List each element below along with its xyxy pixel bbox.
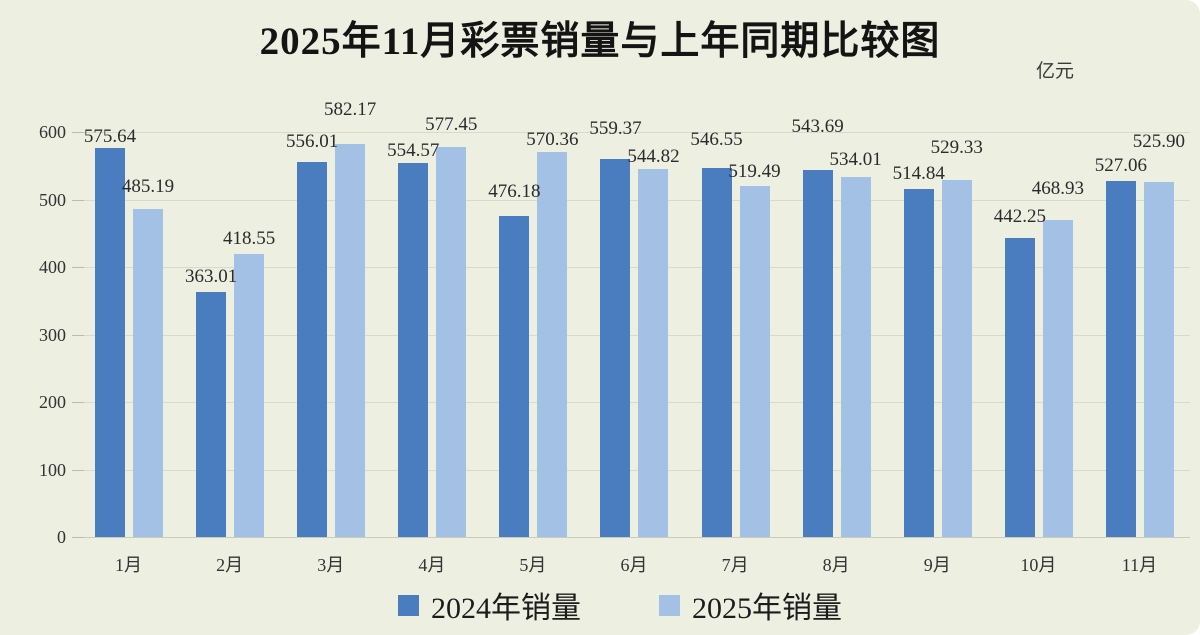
y-axis-tick-600 <box>72 132 84 133</box>
y-tick-label-300: 300 <box>39 324 66 345</box>
gridline-0 <box>78 537 1190 538</box>
y-tick-label-400: 400 <box>39 257 66 277</box>
y-tick-label-500: 500 <box>39 189 66 210</box>
bar-2025年销量-7月 <box>739 186 770 537</box>
y-axis-tick-100 <box>72 469 84 471</box>
value-label-2024年销量-5月: 476.18 <box>488 180 541 202</box>
bar-2025年销量-6月 <box>638 169 669 537</box>
gridline-500 <box>78 199 1190 201</box>
bar-2024年销量-3月 <box>297 161 328 537</box>
bar-2024年销量-5月 <box>499 215 530 537</box>
legend-swatch-2025 <box>659 594 680 616</box>
bar-2025年销量-3月 <box>335 144 366 537</box>
bar-2025年销量-4月 <box>436 147 467 537</box>
x-tick-label-5月: 5月 <box>519 555 547 575</box>
x-tick-label-10月: 10月 <box>1020 555 1057 575</box>
axis-unit-label: 亿元 <box>1036 61 1075 82</box>
bar-2024年销量-8月 <box>802 170 833 537</box>
legend-label-2024: 2024年销量 <box>431 592 581 625</box>
bar-2025年销量-10月 <box>1042 220 1073 537</box>
gridline-200 <box>78 402 1190 403</box>
y-axis-tick-400 <box>72 267 84 268</box>
y-tick-label-200: 200 <box>39 392 66 412</box>
legend-label-2025: 2025年销量 <box>692 592 842 625</box>
gridline-100 <box>78 469 1190 471</box>
bar-2024年销量-4月 <box>398 162 429 537</box>
value-label-2025年销量-8月: 534.01 <box>829 148 882 170</box>
y-axis-tick-300 <box>72 334 84 336</box>
value-label-2024年销量-1月: 575.64 <box>83 126 137 148</box>
value-label-2025年销量-3月: 582.17 <box>324 99 377 121</box>
value-label-2024年销量-11月: 527.06 <box>1094 155 1148 177</box>
x-tick-label-3月: 3月 <box>317 555 345 575</box>
value-label-2024年销量-2月: 363.01 <box>184 265 238 287</box>
value-label-2025年销量-7月: 519.49 <box>728 161 781 183</box>
x-tick-label-8月: 8月 <box>822 555 850 575</box>
value-label-2025年销量-11月: 525.90 <box>1132 131 1186 153</box>
bar-2024年销量-2月 <box>196 291 227 537</box>
x-tick-label-9月: 9月 <box>923 555 951 575</box>
legend: 2024年销量 2025年销量 <box>0 583 1200 627</box>
bar-2024年销量-1月 <box>95 148 125 537</box>
value-label-2024年销量-8月: 543.69 <box>791 116 844 137</box>
value-label-2024年销量-9月: 514.84 <box>892 163 945 185</box>
y-tick-label-0: 0 <box>57 527 66 547</box>
x-tick-label-4月: 4月 <box>418 555 446 575</box>
value-label-2025年销量-2月: 418.55 <box>222 228 276 250</box>
bar-2024年销量-7月 <box>701 168 732 537</box>
value-label-2025年销量-5月: 570.36 <box>526 129 579 150</box>
value-label-2025年销量-1月: 485.19 <box>121 176 175 198</box>
y-axis-tick-200 <box>72 402 84 403</box>
bar-2025年销量-9月 <box>941 179 972 537</box>
bar-2024年销量-6月 <box>600 159 631 537</box>
gridline-600 <box>78 132 1190 133</box>
y-axis-tick-0 <box>72 537 84 538</box>
x-tick-label-11月: 11月 <box>1121 555 1158 575</box>
value-label-2025年销量-9月: 529.33 <box>930 136 983 158</box>
y-axis-tick-500 <box>72 199 84 201</box>
value-label-2025年销量-6月: 544.82 <box>627 146 680 168</box>
value-label-2024年销量-6月: 559.37 <box>589 118 642 140</box>
bar-2025年销量-11月 <box>1143 182 1174 537</box>
bar-2025年销量-8月 <box>840 176 871 537</box>
legend-swatch-2024 <box>398 594 419 616</box>
y-tick-label-100: 100 <box>39 459 66 480</box>
x-tick-label-2月: 2月 <box>216 555 244 575</box>
legend-item-2024: 2024年销量 <box>398 583 581 627</box>
bar-2024年销量-10月 <box>1004 238 1035 537</box>
x-tick-label-1月: 1月 <box>115 555 143 575</box>
bar-2025年销量-2月 <box>234 254 265 537</box>
value-label-2025年销量-10月: 468.93 <box>1031 178 1084 200</box>
value-label-2024年销量-3月: 556.01 <box>286 130 339 152</box>
chart-title: 2025年11月彩票销量与上年同期比较图 <box>259 20 941 63</box>
legend-item-2025: 2025年销量 <box>659 583 842 627</box>
value-label-2025年销量-4月: 577.45 <box>425 114 478 136</box>
value-label-2024年销量-7月: 546.55 <box>690 129 743 151</box>
x-tick-label-6月: 6月 <box>620 555 648 575</box>
bar-2024年销量-9月 <box>903 189 934 537</box>
bar-2025年销量-5月 <box>537 152 568 537</box>
gridline-300 <box>78 334 1190 336</box>
bar-2024年销量-11月 <box>1105 181 1136 537</box>
y-tick-label-600: 600 <box>39 122 66 142</box>
value-label-2024年销量-4月: 554.57 <box>387 139 440 161</box>
value-label-2024年销量-10月: 442.25 <box>993 206 1046 228</box>
bar-2025年销量-1月 <box>133 209 163 537</box>
gridline-400 <box>78 267 1190 268</box>
x-tick-label-7月: 7月 <box>721 555 749 575</box>
